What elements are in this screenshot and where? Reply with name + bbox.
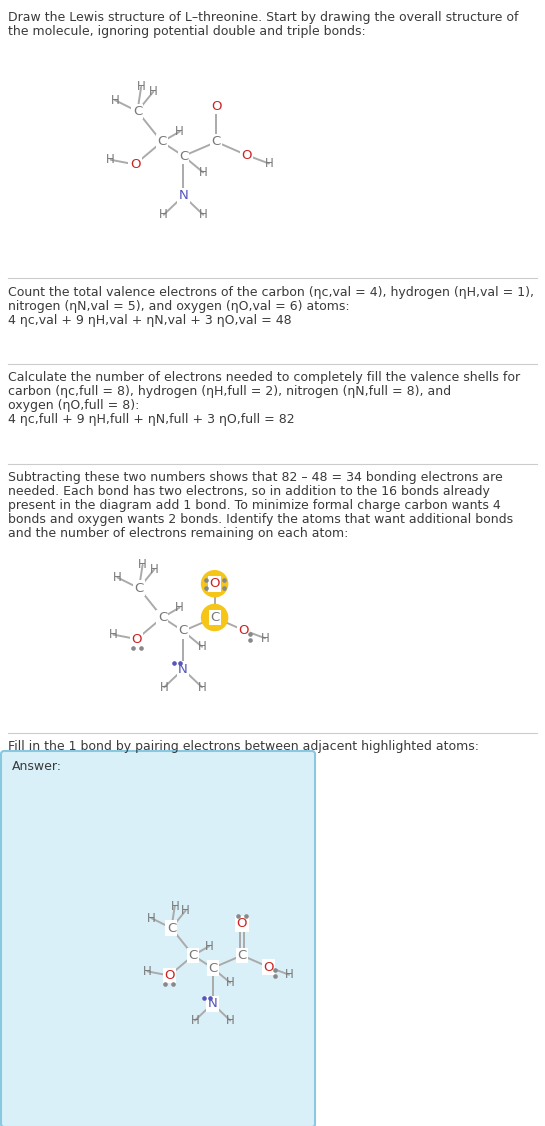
Text: C: C [178,625,187,637]
Text: C: C [158,611,167,624]
Text: Answer:: Answer: [12,760,62,774]
Text: present in the diagram add 1 bond. To minimize formal charge carbon wants 4: present in the diagram add 1 bond. To mi… [8,499,501,512]
Text: H: H [143,965,152,977]
Text: C: C [208,962,217,974]
Text: O: O [241,149,252,161]
Text: H: H [137,80,146,93]
Text: H: H [198,641,207,653]
Text: H: H [111,93,119,107]
Text: O: O [209,578,220,590]
Text: bonds and oxygen wants 2 bonds. Identify the atoms that want additional bonds: bonds and oxygen wants 2 bonds. Identify… [8,513,513,526]
Text: carbon (ηᴄ,full = 8), hydrogen (ηH,full = 2), nitrogen (ηN,full = 8), and: carbon (ηᴄ,full = 8), hydrogen (ηH,full … [8,385,451,397]
Text: H: H [191,1015,199,1027]
Text: and the number of electrons remaining on each atom:: and the number of electrons remaining on… [8,527,348,540]
Text: O: O [264,960,274,974]
Text: oxygen (ηO,full = 8):: oxygen (ηO,full = 8): [8,399,140,412]
Text: nitrogen (ηN,val = 5), and oxygen (ηO,val = 6) atoms:: nitrogen (ηN,val = 5), and oxygen (ηO,va… [8,300,350,313]
Text: O: O [130,158,140,171]
Circle shape [202,571,228,597]
Text: H: H [226,1015,234,1027]
Text: H: H [149,86,158,98]
Text: H: H [284,968,293,981]
Text: H: H [181,904,190,917]
Text: H: H [159,208,168,221]
Text: H: H [147,912,156,924]
Text: H: H [226,976,234,990]
Circle shape [202,605,228,631]
Text: C: C [135,582,144,595]
Text: C: C [210,611,219,624]
Text: the molecule, ignoring potential double and triple bonds:: the molecule, ignoring potential double … [8,25,366,38]
Text: 4 ηᴄ,full + 9 ηH,full + ηN,full + 3 ηO,full = 82: 4 ηᴄ,full + 9 ηH,full + ηN,full + 3 ηO,f… [8,413,295,426]
Text: H: H [150,563,159,575]
Text: H: H [171,900,179,913]
Text: needed. Each bond has two electrons, so in addition to the 16 bonds already: needed. Each bond has two electrons, so … [8,485,490,498]
Text: C: C [167,921,176,935]
Text: C: C [212,135,221,149]
Text: C: C [157,135,166,149]
Text: C: C [189,949,198,962]
Text: H: H [160,681,168,694]
Text: N: N [178,663,188,676]
Text: C: C [179,150,188,162]
Text: C: C [237,949,246,962]
Text: H: H [138,558,147,571]
Text: C: C [133,105,142,118]
Text: H: H [199,166,208,179]
Text: Fill in the 1 bond by pairing electrons between adjacent highlighted atoms:: Fill in the 1 bond by pairing electrons … [8,740,479,753]
Text: H: H [261,632,269,645]
Text: O: O [164,969,174,982]
Text: O: O [237,918,247,930]
Text: H: H [175,125,184,138]
Text: O: O [238,624,249,636]
FancyBboxPatch shape [1,751,315,1126]
Text: O: O [211,100,222,113]
Text: H: H [265,157,274,170]
Text: Draw the Lewis structure of L–threonine. Start by drawing the overall structure : Draw the Lewis structure of L–threonine.… [8,11,518,24]
Text: Count the total valence electrons of the carbon (ηᴄ,val = 4), hydrogen (ηH,val =: Count the total valence electrons of the… [8,286,534,300]
Text: Subtracting these two numbers shows that 82 – 48 = 34 bonding electrons are: Subtracting these two numbers shows that… [8,471,502,484]
Text: H: H [205,940,214,953]
Text: H: H [198,681,207,694]
Text: H: H [109,628,118,641]
Text: 4 ηᴄ,val + 9 ηH,val + ηN,val + 3 ηO,val = 48: 4 ηᴄ,val + 9 ηH,val + ηN,val + 3 ηO,val … [8,314,292,327]
Text: O: O [131,633,142,645]
Text: Calculate the number of electrons needed to completely fill the valence shells f: Calculate the number of electrons needed… [8,370,520,384]
Text: N: N [208,998,217,1010]
Text: N: N [179,189,189,203]
Text: H: H [113,571,122,584]
Text: H: H [106,153,115,167]
Text: H: H [175,601,184,614]
Text: H: H [199,208,208,221]
